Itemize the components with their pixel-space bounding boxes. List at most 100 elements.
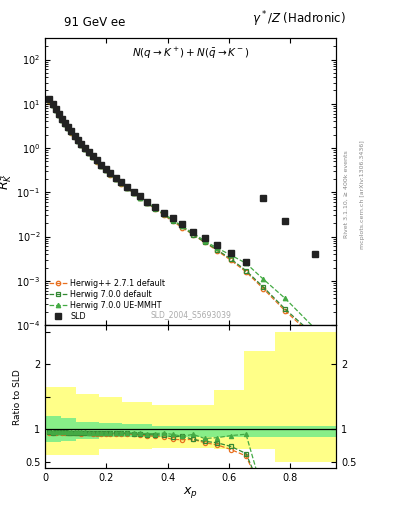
Herwig 7.0.0 default — [180, 223, 185, 229]
Herwig 7.0.0 default — [215, 247, 220, 253]
Herwig++ 2.7.1 default — [56, 112, 61, 118]
Herwig++ 2.7.1 default — [94, 158, 99, 164]
Herwig 7.0.0 UE-MMHT — [75, 137, 80, 143]
Herwig 7.0.0 UE-MMHT — [113, 176, 118, 182]
Herwig 7.0.0 UE-MMHT — [202, 238, 207, 244]
Herwig 7.0.0 UE-MMHT — [261, 276, 266, 282]
SLD — [153, 204, 158, 210]
Line: Herwig 7.0.0 default: Herwig 7.0.0 default — [47, 98, 317, 338]
Herwig 7.0.0 default — [94, 158, 99, 164]
Herwig 7.0.0 UE-MMHT — [99, 162, 103, 168]
Herwig 7.0.0 UE-MMHT — [161, 210, 166, 217]
Herwig 7.0.0 UE-MMHT — [170, 217, 175, 223]
SLD — [90, 153, 95, 159]
Herwig++ 2.7.1 default — [63, 121, 68, 127]
Herwig++ 2.7.1 default — [138, 195, 143, 201]
Herwig 7.0.0 UE-MMHT — [79, 141, 84, 147]
SLD — [86, 149, 91, 155]
Herwig 7.0.0 default — [56, 112, 61, 118]
SLD — [53, 106, 58, 113]
Herwig 7.0.0 default — [86, 150, 91, 156]
Herwig 7.0.0 UE-MMHT — [56, 112, 61, 118]
Herwig++ 2.7.1 default — [244, 269, 248, 275]
SLD — [56, 111, 61, 117]
Herwig 7.0.0 UE-MMHT — [153, 205, 158, 211]
Herwig 7.0.0 UE-MMHT — [312, 325, 317, 331]
SLD — [191, 228, 195, 234]
SLD — [202, 235, 207, 241]
Herwig 7.0.0 UE-MMHT — [47, 97, 52, 103]
SLD — [229, 250, 233, 257]
Herwig 7.0.0 UE-MMHT — [180, 223, 185, 229]
SLD — [103, 166, 108, 172]
Herwig++ 2.7.1 default — [119, 180, 124, 186]
Herwig++ 2.7.1 default — [202, 239, 207, 245]
Herwig++ 2.7.1 default — [229, 258, 233, 264]
Herwig 7.0.0 default — [138, 195, 143, 201]
SLD — [99, 161, 103, 167]
SLD — [283, 218, 288, 224]
Herwig 7.0.0 default — [103, 167, 108, 173]
Herwig 7.0.0 UE-MMHT — [59, 117, 64, 123]
Herwig++ 2.7.1 default — [170, 218, 175, 224]
Herwig 7.0.0 UE-MMHT — [283, 295, 288, 302]
Herwig 7.0.0 UE-MMHT — [131, 189, 136, 196]
Herwig 7.0.0 UE-MMHT — [215, 245, 220, 251]
Herwig++ 2.7.1 default — [113, 176, 118, 182]
Line: Herwig++ 2.7.1 default: Herwig++ 2.7.1 default — [47, 98, 317, 340]
SLD — [72, 133, 77, 139]
Herwig 7.0.0 default — [283, 306, 288, 312]
Y-axis label: $R_K^q$: $R_K^q$ — [0, 173, 15, 190]
Herwig 7.0.0 default — [170, 218, 175, 224]
Herwig 7.0.0 default — [244, 268, 248, 274]
Herwig 7.0.0 UE-MMHT — [83, 146, 87, 152]
Herwig++ 2.7.1 default — [312, 335, 317, 341]
Herwig 7.0.0 UE-MMHT — [53, 107, 58, 113]
SLD — [113, 175, 118, 181]
Herwig++ 2.7.1 default — [86, 150, 91, 156]
Herwig++ 2.7.1 default — [261, 286, 266, 292]
Herwig 7.0.0 UE-MMHT — [108, 171, 113, 177]
SLD — [47, 96, 52, 102]
Herwig++ 2.7.1 default — [79, 142, 84, 148]
Herwig 7.0.0 default — [145, 200, 150, 206]
Herwig 7.0.0 default — [83, 146, 87, 152]
Herwig++ 2.7.1 default — [191, 232, 195, 238]
Herwig 7.0.0 default — [161, 211, 166, 217]
SLD — [108, 170, 113, 176]
SLD — [119, 179, 124, 185]
Y-axis label: Ratio to SLD: Ratio to SLD — [13, 369, 22, 424]
Herwig 7.0.0 UE-MMHT — [145, 200, 150, 206]
Herwig 7.0.0 default — [59, 117, 64, 123]
Text: Rivet 3.1.10, ≥ 400k events: Rivet 3.1.10, ≥ 400k events — [344, 151, 349, 239]
Herwig 7.0.0 default — [79, 142, 84, 148]
SLD — [180, 221, 185, 227]
Text: 91 GeV ee: 91 GeV ee — [64, 16, 125, 29]
Herwig 7.0.0 default — [50, 102, 55, 108]
Herwig 7.0.0 default — [63, 121, 68, 127]
Herwig 7.0.0 default — [113, 176, 118, 182]
Herwig 7.0.0 default — [153, 205, 158, 211]
Herwig 7.0.0 UE-MMHT — [66, 125, 70, 131]
Text: $N(q\rightarrow K^+)+N(\bar{q}\rightarrow K^-)$: $N(q\rightarrow K^+)+N(\bar{q}\rightarro… — [132, 46, 250, 60]
SLD — [75, 137, 80, 143]
Text: $\gamma^*/Z$ (Hadronic): $\gamma^*/Z$ (Hadronic) — [252, 9, 345, 29]
SLD — [215, 242, 220, 248]
SLD — [170, 215, 175, 221]
SLD — [63, 120, 68, 126]
Herwig 7.0.0 default — [47, 97, 52, 103]
Herwig++ 2.7.1 default — [47, 97, 52, 103]
Herwig 7.0.0 default — [66, 125, 70, 132]
Herwig++ 2.7.1 default — [50, 102, 55, 109]
Herwig++ 2.7.1 default — [90, 154, 95, 160]
Herwig 7.0.0 default — [108, 172, 113, 178]
Herwig++ 2.7.1 default — [125, 185, 130, 191]
SLD — [79, 140, 84, 146]
Herwig++ 2.7.1 default — [161, 212, 166, 218]
Herwig 7.0.0 UE-MMHT — [119, 180, 124, 186]
Herwig 7.0.0 default — [131, 190, 136, 196]
SLD — [69, 129, 73, 135]
Herwig 7.0.0 default — [125, 185, 130, 191]
Herwig 7.0.0 UE-MMHT — [138, 195, 143, 201]
Herwig 7.0.0 default — [72, 134, 77, 140]
